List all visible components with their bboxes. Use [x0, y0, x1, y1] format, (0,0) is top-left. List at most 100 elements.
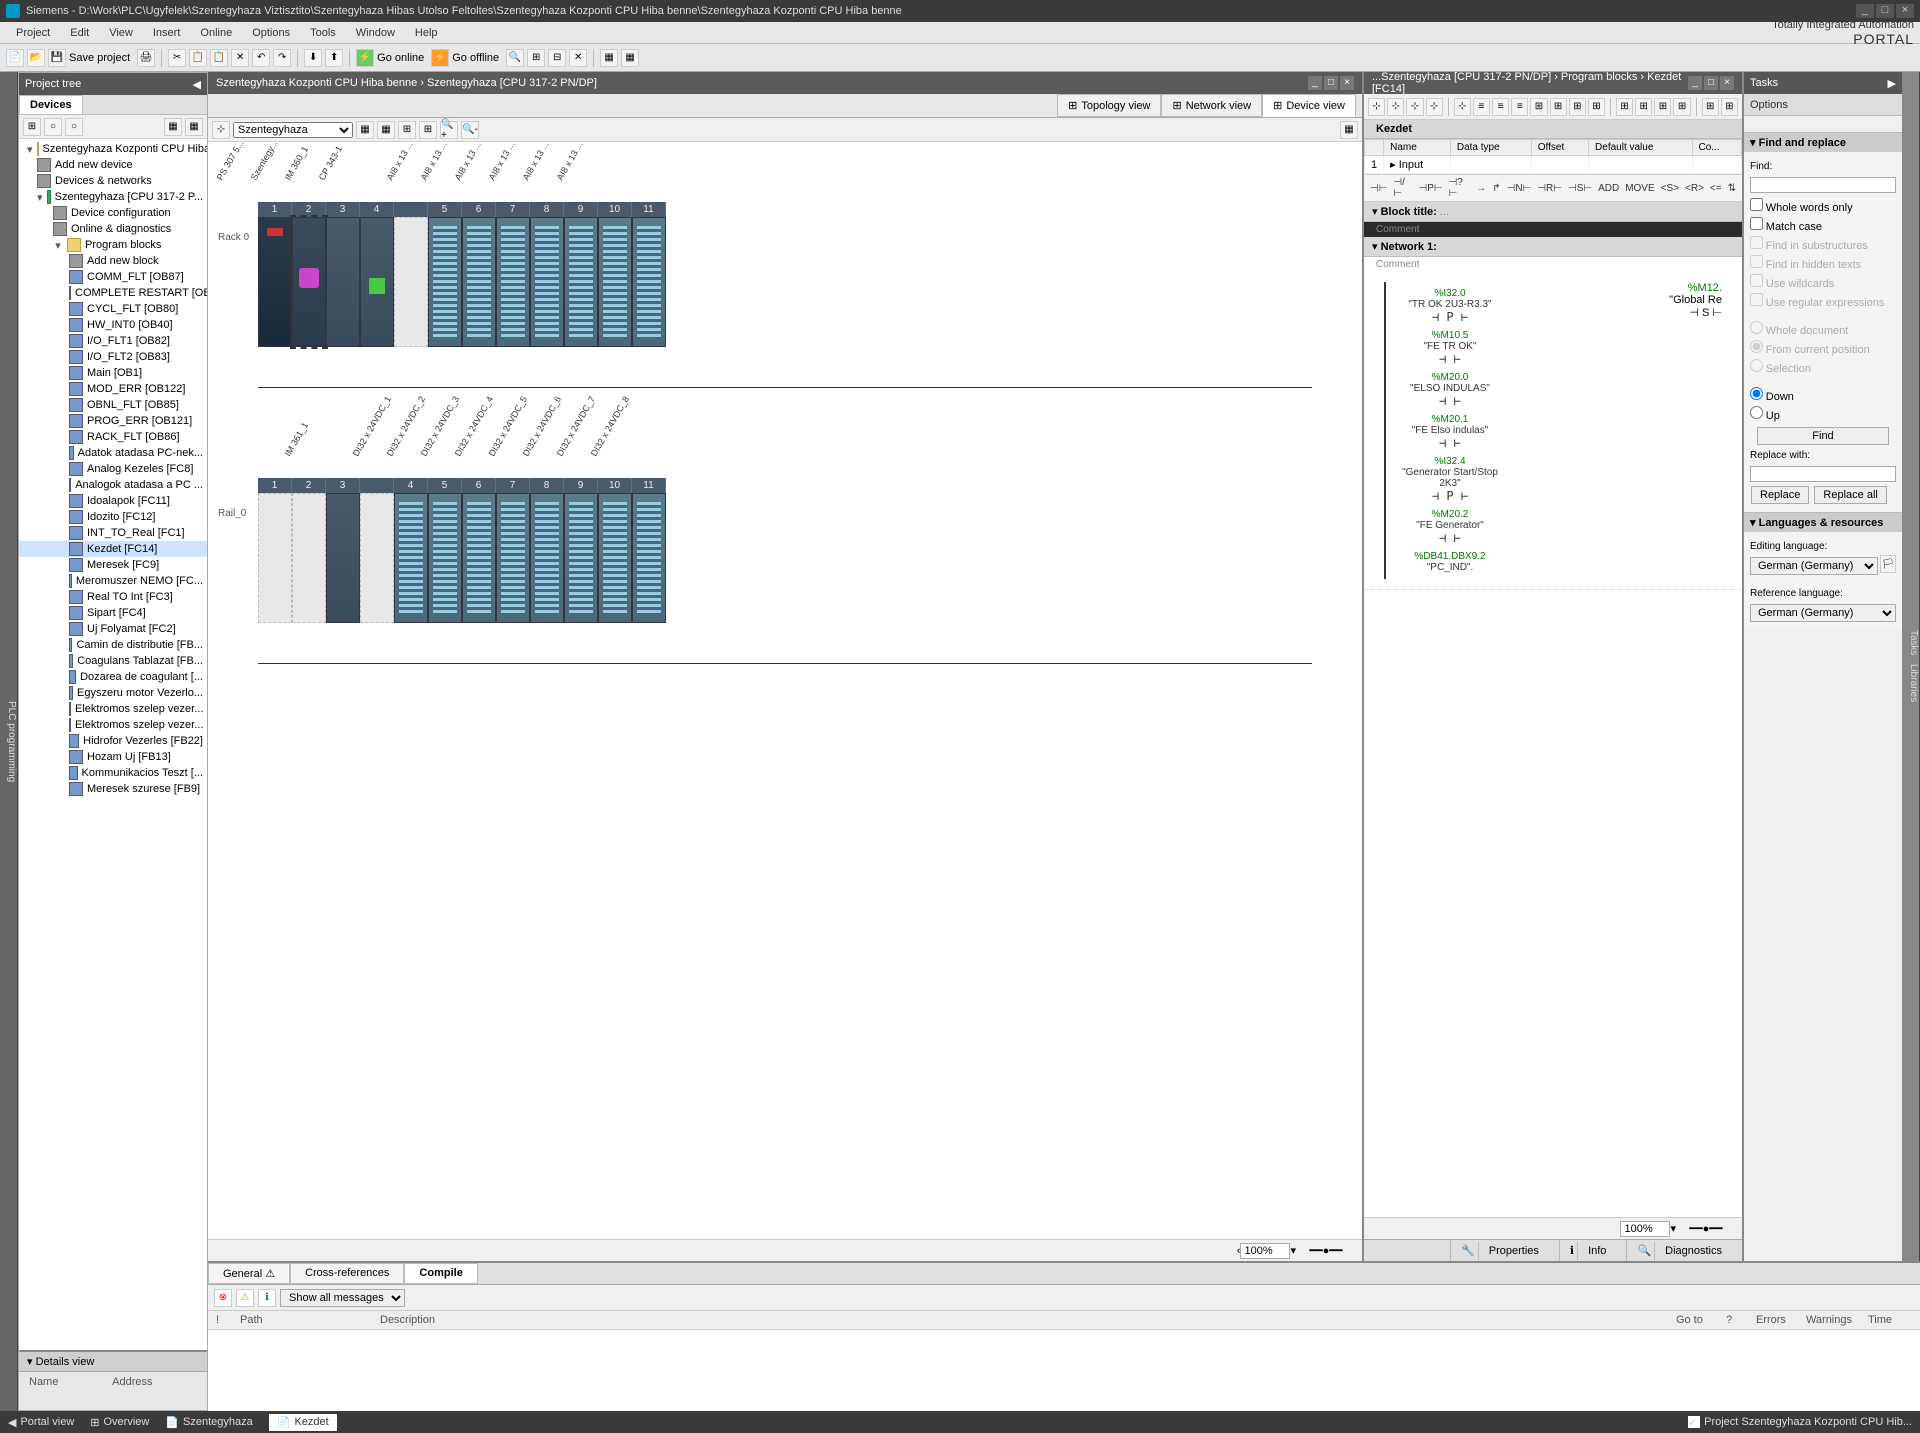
dir-down[interactable]: Down: [1750, 387, 1896, 403]
ed-max-button[interactable]: □: [1704, 76, 1718, 90]
tree-item[interactable]: Dozarea de coagulant [...: [80, 671, 203, 683]
menu-online[interactable]: Online: [190, 25, 242, 41]
device-view-tab[interactable]: ⊞Device view: [1262, 94, 1356, 117]
new-project-button[interactable]: 📄: [6, 49, 24, 67]
opt-hidden[interactable]: Find in hidden texts: [1750, 255, 1896, 271]
tree-item[interactable]: MOD_ERR [OB122]: [87, 383, 185, 395]
hw-tool-2[interactable]: ▦: [356, 121, 374, 139]
tasks-collapse[interactable]: ▶: [1888, 77, 1896, 90]
lad-op[interactable]: →: [1476, 183, 1486, 194]
menu-insert[interactable]: Insert: [143, 25, 191, 41]
go-offline-button[interactable]: Go offline: [452, 52, 499, 64]
tree-tool-3[interactable]: ○: [65, 118, 83, 136]
devices-tab[interactable]: Devices: [19, 95, 83, 114]
tree-item[interactable]: Meromuszer NEMO [FC...: [76, 575, 203, 587]
opt-match-case[interactable]: Match case: [1750, 217, 1896, 233]
undo-button[interactable]: ↶: [252, 49, 270, 67]
delete-button[interactable]: ✕: [231, 49, 249, 67]
opt-regex[interactable]: Use regular expressions: [1750, 293, 1896, 309]
tasks-side-tab[interactable]: Tasks Libraries: [1902, 72, 1920, 1261]
network-comment[interactable]: Comment: [1364, 257, 1742, 272]
insp-col[interactable]: Warnings: [1798, 1311, 1860, 1330]
module-di[interactable]: [598, 493, 632, 623]
scope-from-pos[interactable]: From current position: [1750, 340, 1896, 356]
lad-op[interactable]: ⊣R⊢: [1537, 183, 1562, 194]
insp-col[interactable]: Description: [372, 1311, 1668, 1330]
block-name-header[interactable]: Kezdet: [1364, 120, 1742, 139]
module-cpu[interactable]: [292, 217, 326, 347]
lad-op[interactable]: ↱: [1492, 183, 1500, 194]
opt-substructures[interactable]: Find in substructures: [1750, 236, 1896, 252]
insp-col[interactable]: Time: [1860, 1311, 1920, 1330]
ed-zoom-input[interactable]: [1620, 1221, 1670, 1237]
ed-tool[interactable]: ≡: [1511, 98, 1528, 116]
zoom-out-button[interactable]: 🔍-: [461, 121, 479, 139]
tree-item[interactable]: Real TO Int [FC3]: [87, 591, 173, 603]
hw-tool-5[interactable]: ⊞: [419, 121, 437, 139]
var-col-offset[interactable]: Offset: [1531, 140, 1588, 156]
lad-op[interactable]: ⊣?⊢: [1449, 177, 1471, 199]
lad-op[interactable]: ⊣/⊢: [1393, 177, 1412, 199]
network-area[interactable]: ▾ Network 1: Comment %I32.0"TR OK 2U3-R3…: [1364, 237, 1742, 1217]
ed-close-button[interactable]: ×: [1720, 76, 1734, 90]
block-comment[interactable]: Comment: [1364, 222, 1742, 237]
tree-item[interactable]: COMPLETE RESTART [OB...: [75, 287, 207, 299]
tree-item[interactable]: Analog Kezeles [FC8]: [87, 463, 193, 475]
tool-button-1[interactable]: 🔍: [506, 49, 524, 67]
module-ai[interactable]: [598, 217, 632, 347]
lad-op[interactable]: ⇅: [1728, 183, 1736, 194]
ed-tool[interactable]: ⊹: [1387, 98, 1404, 116]
tool-button-5[interactable]: ▦: [600, 49, 618, 67]
tree-item[interactable]: Coagulans Tablazat [FB...: [77, 655, 203, 667]
module-di[interactable]: [632, 493, 666, 623]
menu-project[interactable]: Project: [6, 25, 60, 41]
cross-ref-tab[interactable]: Cross-references: [290, 1263, 404, 1284]
languages-header[interactable]: Languages & resources: [1759, 517, 1884, 529]
tree-item[interactable]: PROG_ERR [OB121]: [87, 415, 192, 427]
module-di[interactable]: [462, 493, 496, 623]
module-di[interactable]: [496, 493, 530, 623]
ed-tool[interactable]: ⊹: [1368, 98, 1385, 116]
hw-tool-6[interactable]: ▦: [1340, 121, 1358, 139]
ed-tool[interactable]: ⊞: [1702, 98, 1719, 116]
ed-min-button[interactable]: _: [1688, 76, 1702, 90]
module-im[interactable]: [326, 217, 360, 347]
redo-button[interactable]: ↷: [273, 49, 291, 67]
tree-tool-4[interactable]: ▦: [164, 118, 182, 136]
ed-tool[interactable]: ≡: [1492, 98, 1509, 116]
portal-view-button[interactable]: ◀ Portal view: [8, 1416, 74, 1429]
module-im[interactable]: [326, 493, 360, 623]
insp-col[interactable]: !: [208, 1311, 232, 1330]
ed-tool[interactable]: ⊞: [1673, 98, 1690, 116]
paste-button[interactable]: 📋: [210, 49, 228, 67]
scope-selection[interactable]: Selection: [1750, 359, 1896, 375]
tree-item[interactable]: HW_INT0 [OB40]: [87, 319, 173, 331]
ed-tool[interactable]: ⊞: [1654, 98, 1671, 116]
tree-item[interactable]: OBNL_FLT [OB85]: [87, 399, 179, 411]
hw-tool-3[interactable]: ▦: [377, 121, 395, 139]
go-online-icon[interactable]: ⚡: [356, 49, 374, 67]
module-ai[interactable]: [496, 217, 530, 347]
lad-op[interactable]: ADD: [1598, 183, 1619, 194]
collapse-tree-button[interactable]: ◀: [193, 78, 201, 91]
go-online-button[interactable]: Go online: [377, 52, 424, 64]
contact[interactable]: %I32.4"Generator Start/Stop 2K3"⊣ P ⊢: [1396, 456, 1504, 503]
var-col-comment[interactable]: Co...: [1692, 140, 1742, 156]
tree-item[interactable]: Kommunikacios Teszt [...: [82, 767, 203, 779]
tree-item[interactable]: Uj Folyamat [FC2]: [87, 623, 176, 635]
var-row[interactable]: 1▸ Input: [1365, 156, 1742, 174]
module-ai[interactable]: [428, 217, 462, 347]
module-empty[interactable]: [258, 493, 292, 623]
tree-item[interactable]: Add new device: [55, 159, 133, 171]
lad-op[interactable]: <R>: [1685, 183, 1704, 194]
insp-col[interactable]: Go to: [1668, 1311, 1718, 1330]
scope-whole-doc[interactable]: Whole document: [1750, 321, 1896, 337]
tree-item[interactable]: Hozam Uj [FB13]: [87, 751, 171, 763]
var-col-default[interactable]: Default value: [1589, 140, 1692, 156]
ed-tool[interactable]: ⊞: [1530, 98, 1547, 116]
module-cp[interactable]: [360, 217, 394, 347]
ed-tool[interactable]: ⊞: [1721, 98, 1738, 116]
lad-op[interactable]: <S>: [1661, 183, 1679, 194]
tree-item[interactable]: I/O_FLT2 [OB83]: [87, 351, 170, 363]
status-tab-1[interactable]: 📄 Szentegyhaza: [165, 1416, 252, 1429]
